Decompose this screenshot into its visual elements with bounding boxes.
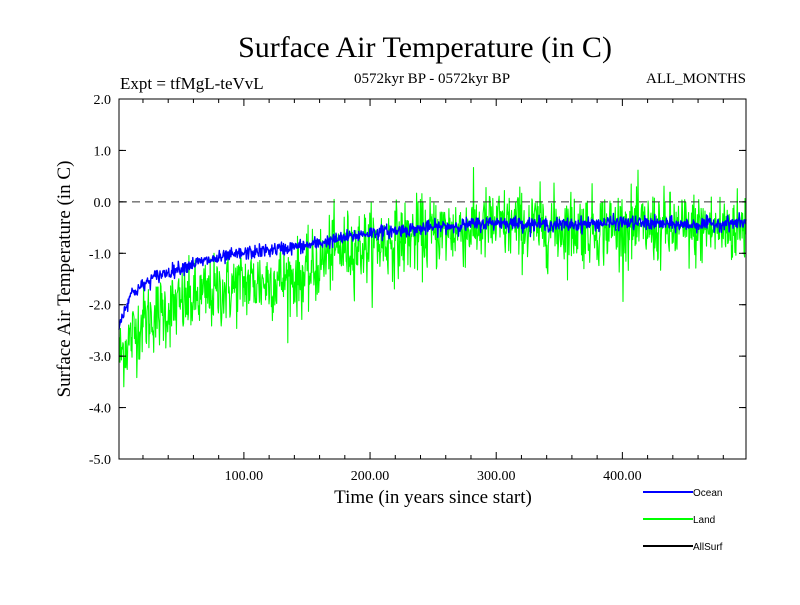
legend: Ocean Land AllSurf	[643, 488, 723, 553]
x-tick-label: 200.00	[351, 469, 390, 484]
x-axis-label: Time (in years since start)	[334, 487, 532, 508]
chart-title: Surface Air Temperature (in C)	[238, 31, 612, 64]
legend-label-land: Land	[693, 515, 715, 526]
x-tick-label: 300.00	[477, 469, 516, 484]
period-label: 0572kyr BP - 0572kyr BP	[354, 71, 510, 87]
legend-label-allsurf: AllSurf	[693, 542, 723, 553]
legend-label-ocean: Ocean	[693, 488, 722, 499]
series-line-ocean	[118, 212, 747, 330]
y-tick-label: -3.0	[89, 350, 111, 365]
x-tick-label: 400.00	[603, 469, 642, 484]
series-layer	[118, 167, 747, 388]
y-tick-label: 1.0	[94, 144, 112, 159]
y-tick-label: -4.0	[89, 402, 111, 417]
plot-area: 2.0 1.0 0.0 -1.0 -2.0 -3.0 -4.0 -5.0 100.00 200.0…	[89, 93, 747, 484]
y-tick-label: 0.0	[94, 196, 112, 211]
plot-background	[119, 99, 746, 459]
y-tick-label: -2.0	[89, 299, 111, 314]
y-tick-label: -5.0	[89, 453, 111, 468]
x-tick-label: 100.00	[225, 469, 264, 484]
experiment-label: Expt = tfMgL-teVvL	[120, 74, 264, 93]
plot-frame	[118, 98, 747, 460]
ticks-layer: 2.0 1.0 0.0 -1.0 -2.0 -3.0 -4.0 -5.0 100.00 200.0…	[89, 93, 746, 484]
months-label: ALL_MONTHS	[646, 71, 746, 87]
y-tick-label: -1.0	[89, 247, 111, 262]
y-tick-label: 2.0	[94, 93, 112, 108]
y-axis-label: Surface Air Temperature (in C)	[54, 161, 75, 398]
